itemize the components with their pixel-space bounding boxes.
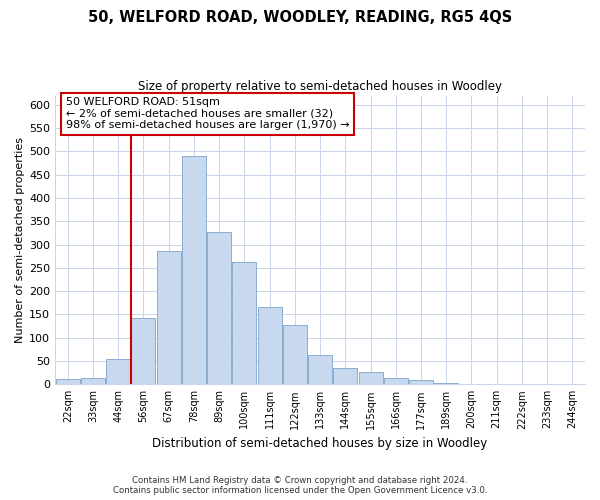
Bar <box>359 372 383 384</box>
Y-axis label: Number of semi-detached properties: Number of semi-detached properties <box>15 137 25 343</box>
Bar <box>56 378 80 384</box>
Bar <box>308 355 332 384</box>
Text: 50, WELFORD ROAD, WOODLEY, READING, RG5 4QS: 50, WELFORD ROAD, WOODLEY, READING, RG5 … <box>88 10 512 25</box>
Bar <box>257 307 281 384</box>
Bar <box>131 318 155 384</box>
Text: Contains HM Land Registry data © Crown copyright and database right 2024.
Contai: Contains HM Land Registry data © Crown c… <box>113 476 487 495</box>
Bar <box>384 378 408 384</box>
Bar <box>283 325 307 384</box>
Bar <box>334 368 357 384</box>
Bar <box>157 250 181 384</box>
Bar <box>409 380 433 384</box>
Title: Size of property relative to semi-detached houses in Woodley: Size of property relative to semi-detach… <box>138 80 502 93</box>
Text: 50 WELFORD ROAD: 51sqm
← 2% of semi-detached houses are smaller (32)
98% of semi: 50 WELFORD ROAD: 51sqm ← 2% of semi-deta… <box>66 97 349 130</box>
Bar <box>81 378 105 384</box>
Bar <box>182 156 206 384</box>
Bar <box>207 232 231 384</box>
Bar <box>106 358 130 384</box>
Bar <box>232 262 256 384</box>
X-axis label: Distribution of semi-detached houses by size in Woodley: Distribution of semi-detached houses by … <box>152 437 488 450</box>
